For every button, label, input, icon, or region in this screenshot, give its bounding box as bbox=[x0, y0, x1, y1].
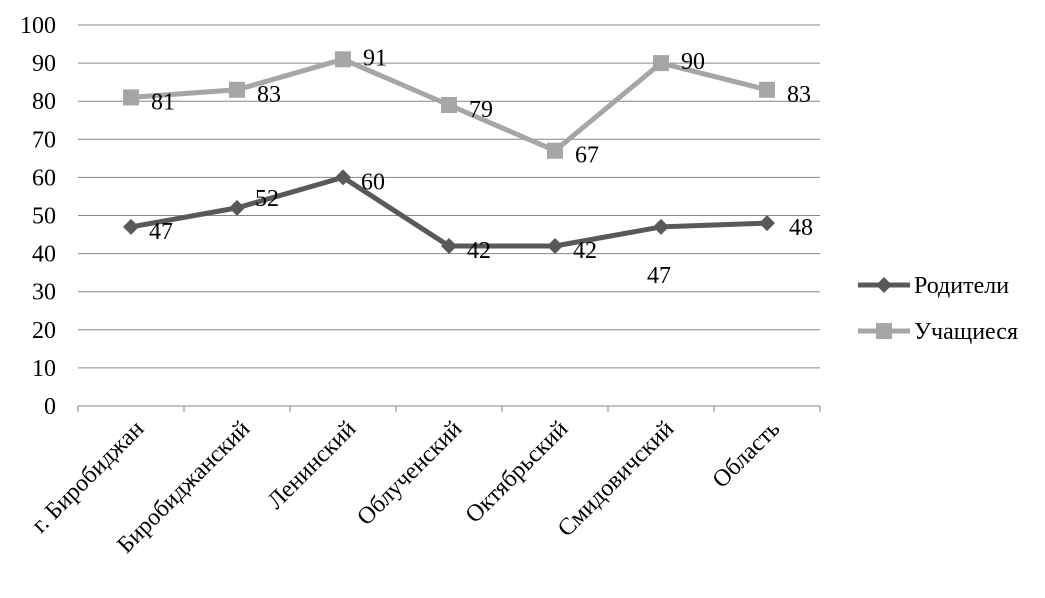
legend-marker bbox=[876, 323, 892, 339]
x-category-label: Ленинский bbox=[263, 416, 362, 515]
data-point-marker bbox=[123, 89, 139, 106]
data-point-marker bbox=[229, 199, 245, 216]
legend-item: Учащиеся bbox=[858, 319, 1018, 345]
y-tick-label: 40 bbox=[32, 242, 56, 268]
x-category-label: Область bbox=[708, 416, 786, 494]
data-point-marker bbox=[335, 51, 351, 68]
series-roditeli bbox=[123, 169, 775, 254]
data-label: 52 bbox=[255, 186, 279, 212]
data-label: 42 bbox=[467, 238, 491, 264]
legend-marker bbox=[876, 277, 892, 293]
data-point-marker bbox=[547, 142, 563, 159]
y-tick-label: 20 bbox=[32, 318, 56, 344]
data-label: 48 bbox=[789, 215, 813, 241]
y-tick-label: 100 bbox=[20, 13, 56, 39]
series-group bbox=[123, 51, 775, 254]
y-tick-label: 10 bbox=[32, 356, 56, 382]
y-tick-label: 70 bbox=[32, 127, 56, 153]
y-tick-label: 50 bbox=[32, 204, 56, 230]
data-label: 81 bbox=[151, 89, 175, 115]
data-label: 47 bbox=[647, 263, 671, 289]
legend-label: Родители bbox=[914, 273, 1009, 299]
data-point-marker bbox=[653, 218, 669, 235]
legend-label: Учащиеся bbox=[914, 319, 1018, 345]
data-point-marker bbox=[335, 169, 351, 186]
y-tick-label: 80 bbox=[32, 89, 56, 115]
data-label: 60 bbox=[361, 169, 385, 195]
data-point-marker bbox=[759, 215, 775, 232]
data-point-marker bbox=[441, 97, 457, 114]
data-point-marker bbox=[759, 81, 775, 98]
gridlines bbox=[78, 24, 820, 369]
data-label: 47 bbox=[149, 219, 173, 245]
series-uchashchiesya bbox=[123, 51, 775, 159]
data-point-marker bbox=[653, 55, 669, 72]
series-line bbox=[130, 174, 768, 249]
data-label: 42 bbox=[573, 238, 597, 264]
data-labels: 47 52 60 42 42 47 48 81 83 91 79 67 90 83 bbox=[149, 45, 813, 289]
x-category-label: Облученский bbox=[352, 416, 467, 531]
data-label: 90 bbox=[681, 49, 705, 75]
y-tick-label: 90 bbox=[32, 51, 56, 77]
y-tick-label: 30 bbox=[32, 280, 56, 306]
data-label: 79 bbox=[469, 97, 493, 123]
y-tick-label: 0 bbox=[44, 394, 56, 420]
data-point-marker bbox=[441, 237, 457, 254]
legend: Родители Учащиеся bbox=[858, 273, 1018, 345]
data-point-marker bbox=[547, 237, 563, 254]
data-label: 67 bbox=[575, 143, 599, 169]
legend-item: Родители bbox=[858, 273, 1009, 299]
data-point-marker bbox=[123, 218, 139, 235]
x-category-label: Октябрьский bbox=[461, 416, 574, 529]
data-point-marker bbox=[229, 81, 245, 98]
y-tick-label: 60 bbox=[32, 165, 56, 191]
data-label: 91 bbox=[363, 45, 387, 71]
x-category-label: г. Биробиджан bbox=[27, 416, 150, 539]
data-label: 83 bbox=[787, 82, 811, 108]
data-label: 83 bbox=[257, 82, 281, 108]
